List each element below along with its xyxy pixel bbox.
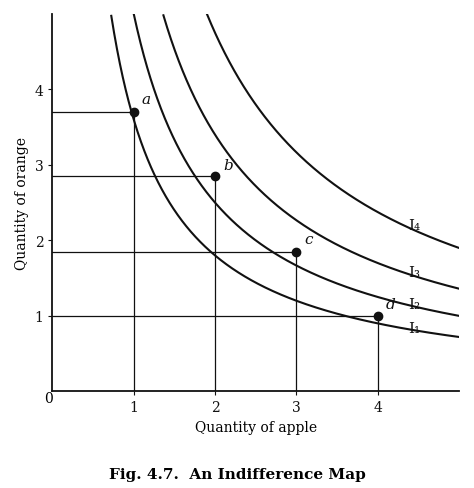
Text: I₃: I₃ xyxy=(409,265,420,280)
Y-axis label: Quantity of orange: Quantity of orange xyxy=(15,137,29,269)
Text: 0: 0 xyxy=(44,391,53,406)
Text: Fig. 4.7.  An Indifference Map: Fig. 4.7. An Indifference Map xyxy=(109,467,365,481)
Text: d: d xyxy=(386,298,396,312)
X-axis label: Quantity of apple: Quantity of apple xyxy=(195,420,317,434)
Text: b: b xyxy=(223,159,233,172)
Text: c: c xyxy=(304,232,313,246)
Text: I₄: I₄ xyxy=(409,218,421,232)
Text: a: a xyxy=(142,93,151,107)
Text: I₁: I₁ xyxy=(409,322,421,335)
Text: I₂: I₂ xyxy=(409,297,421,311)
